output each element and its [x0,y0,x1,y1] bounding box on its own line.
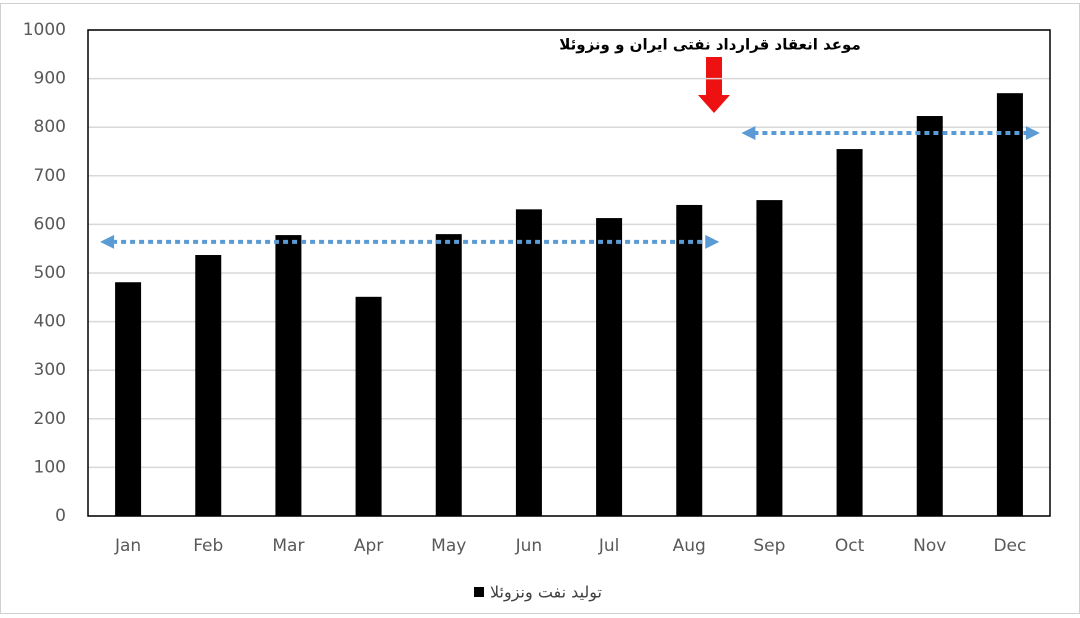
y-tick-label: 900 [34,69,66,89]
y-tick-label: 1000 [23,20,66,40]
bar [836,149,863,516]
bar [115,282,142,516]
y-tick-label: 600 [34,214,66,234]
x-tick-label: Sep [753,536,785,556]
bar [435,234,462,516]
x-tick-label: Oct [835,536,865,556]
x-tick-label: May [431,536,466,556]
bar [916,116,943,516]
bar [996,93,1023,517]
x-tick-label: Jan [114,536,141,556]
bar [275,235,302,517]
bar [515,209,542,517]
bar [355,296,382,516]
x-tick-label: Apr [354,536,383,556]
y-tick-label: 700 [34,166,66,186]
legend-label: تولید نفت ونزوئلا [490,583,602,603]
x-tick-label: Feb [193,536,223,556]
bar [195,255,222,516]
y-tick-label: 500 [34,263,66,283]
y-tick-label: 400 [34,312,66,332]
y-tick-label: 0 [55,506,66,526]
x-tick-label: Aug [673,536,706,556]
x-tick-label: Dec [993,536,1026,556]
y-tick-label: 800 [34,117,66,137]
bar [676,204,703,516]
x-tick-label: Nov [913,536,946,556]
plot-frame [87,29,1051,517]
x-tick-label: Jul [598,536,620,556]
bar [596,218,623,516]
x-tick-label: Jun [515,536,543,556]
bar [756,200,783,516]
y-tick-label: 300 [34,360,66,380]
annotation-arrow [698,57,730,113]
legend-swatch [474,587,484,597]
x-tick-label: Mar [272,536,304,556]
y-tick-label: 200 [34,409,66,429]
y-tick-label: 100 [34,457,66,477]
annotation: موعد انعقاد قرارداد نفتی ایران و ونزوئلا [559,36,861,54]
